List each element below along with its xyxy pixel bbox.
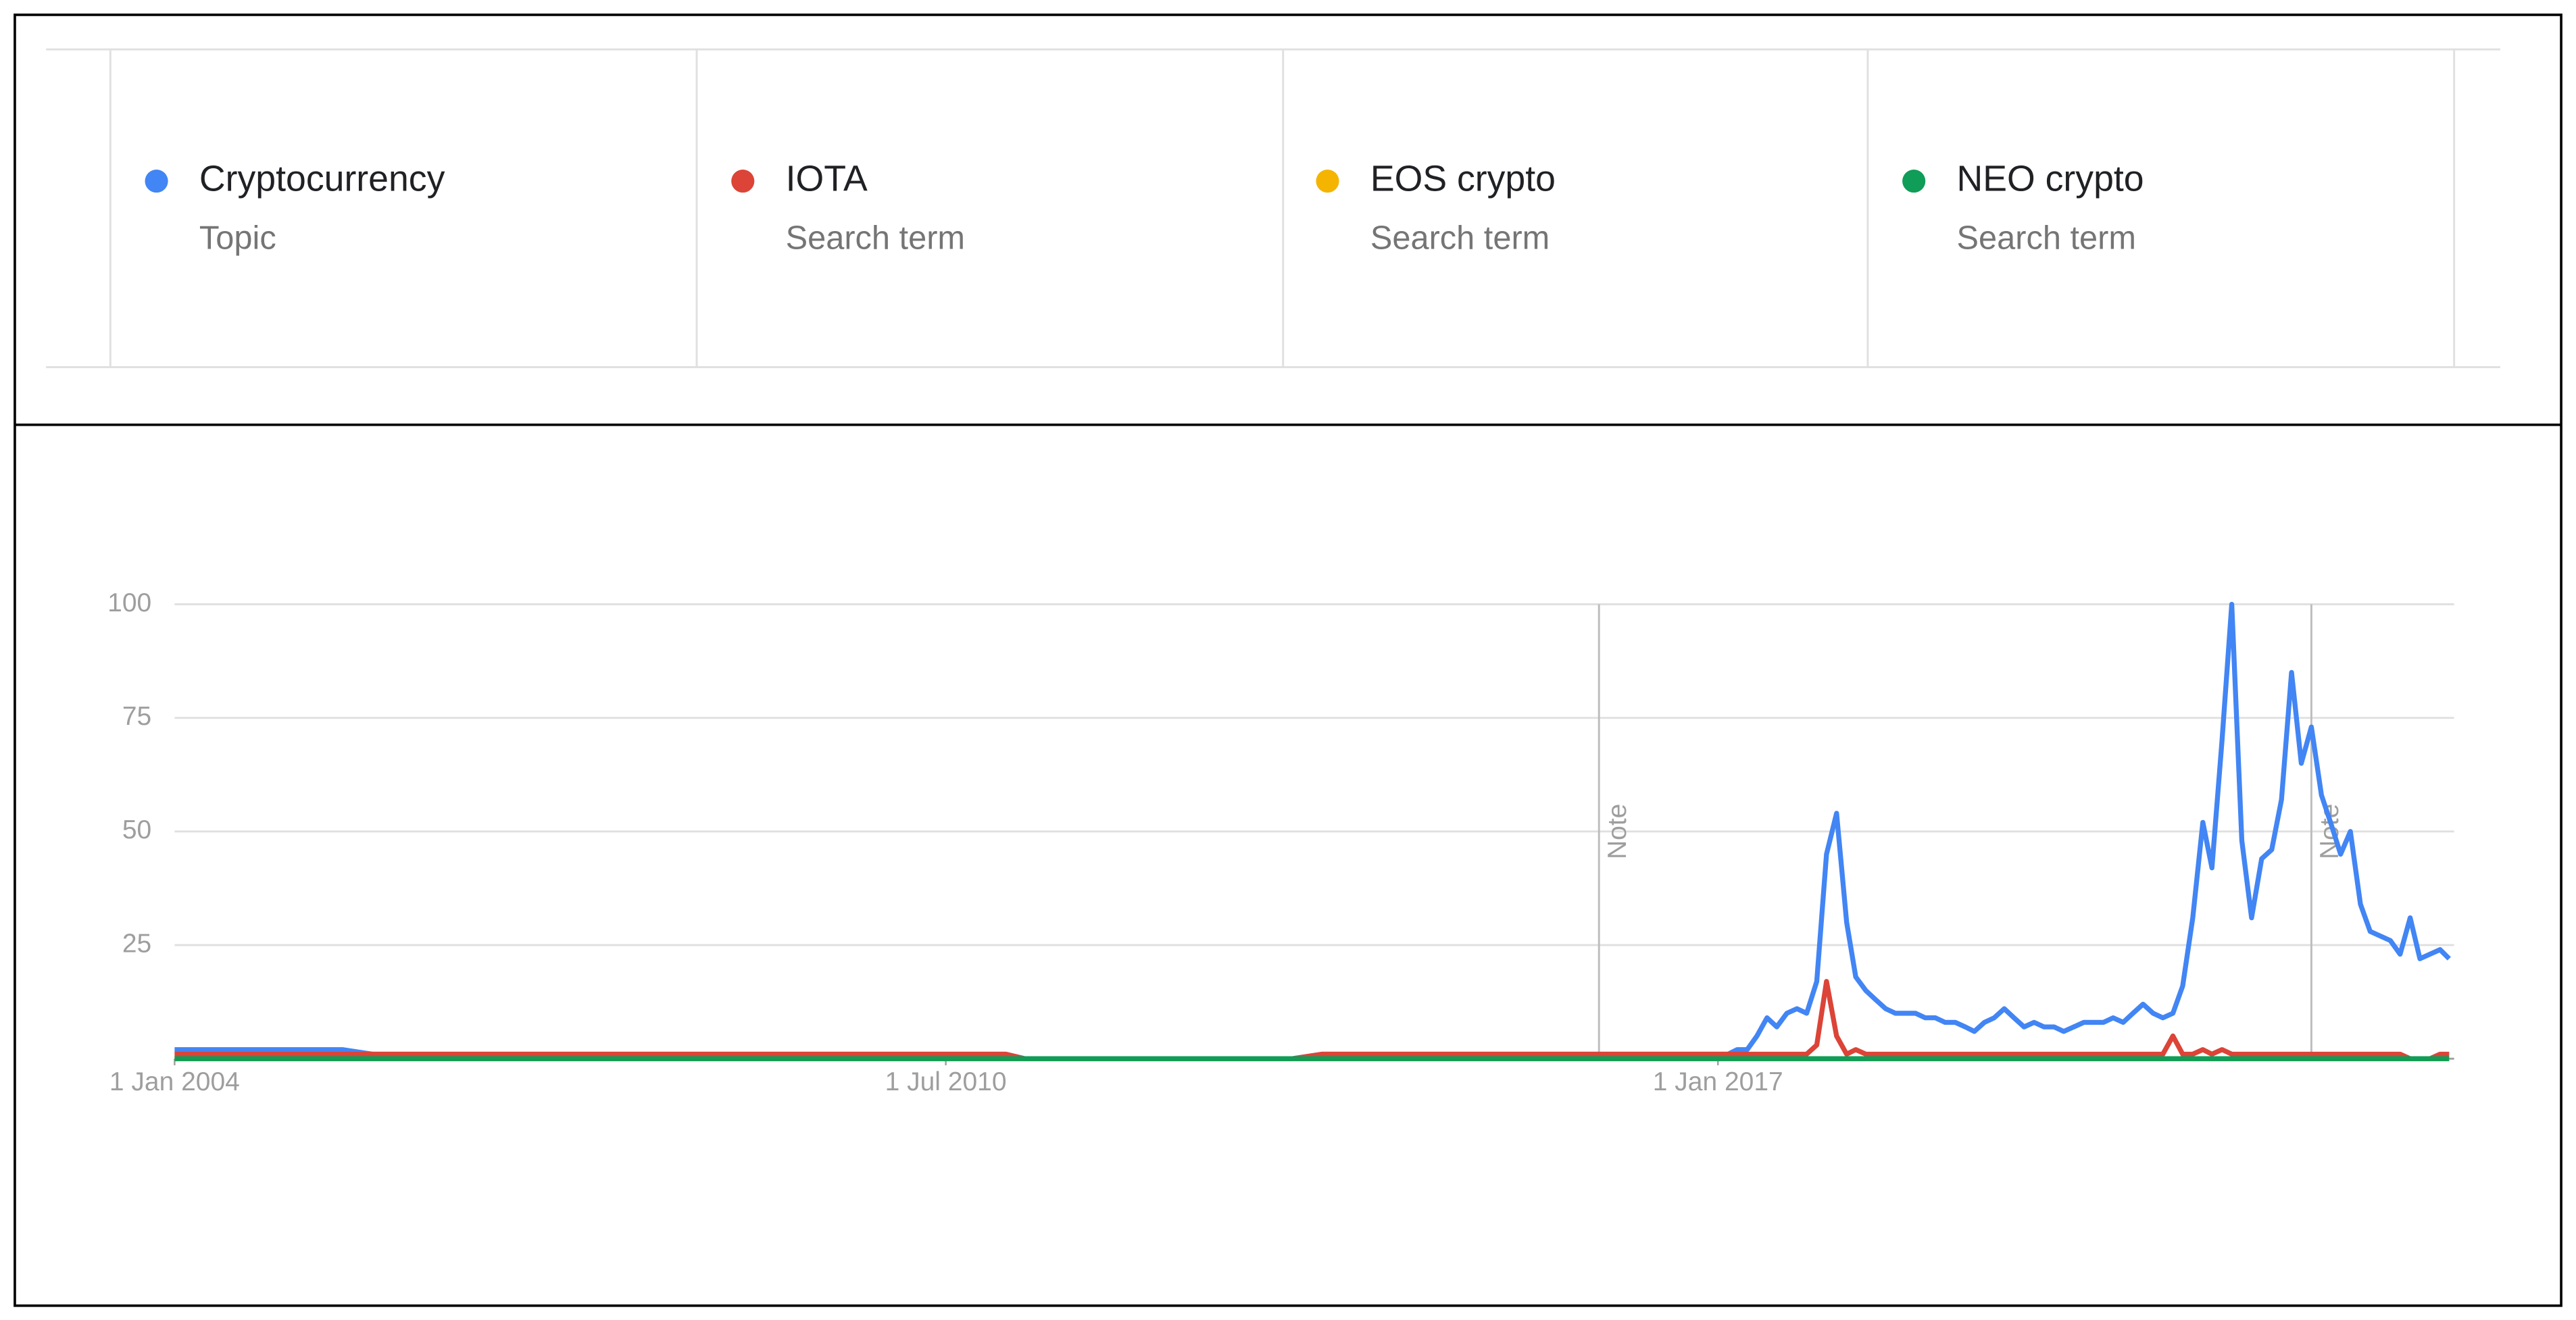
- x-tick-label: 1 Jan 2017: [1653, 1067, 1783, 1096]
- legend-dot: [731, 170, 755, 193]
- note-label: Note: [1603, 804, 1632, 859]
- y-tick-label: 50: [122, 815, 151, 844]
- legend-dot: [145, 170, 168, 193]
- x-tick-label: 1 Jan 2004: [109, 1067, 240, 1096]
- legend-subtitle: Topic: [199, 220, 276, 257]
- legend-subtitle: Search term: [1370, 220, 1550, 257]
- y-tick-label: 25: [122, 929, 151, 958]
- series-line: [174, 979, 2450, 1061]
- frame: [14, 14, 2562, 1307]
- legend-panel: [46, 48, 2500, 368]
- legend-dot: [1316, 170, 1339, 193]
- legend-name: NEO crypto: [1957, 158, 2144, 199]
- legend-name: IOTA: [786, 158, 868, 199]
- legend-dot: [1902, 170, 1926, 193]
- legend-subtitle: Search term: [786, 220, 965, 257]
- legend-name: Cryptocurrency: [199, 158, 445, 199]
- series-line: [174, 601, 2451, 1061]
- legend-name: EOS crypto: [1370, 158, 1556, 199]
- legend-subtitle: Search term: [1957, 220, 2136, 257]
- x-tick-label: 1 Jul 2010: [885, 1067, 1007, 1096]
- y-tick-label: 75: [122, 702, 151, 731]
- y-tick-label: 100: [107, 588, 151, 617]
